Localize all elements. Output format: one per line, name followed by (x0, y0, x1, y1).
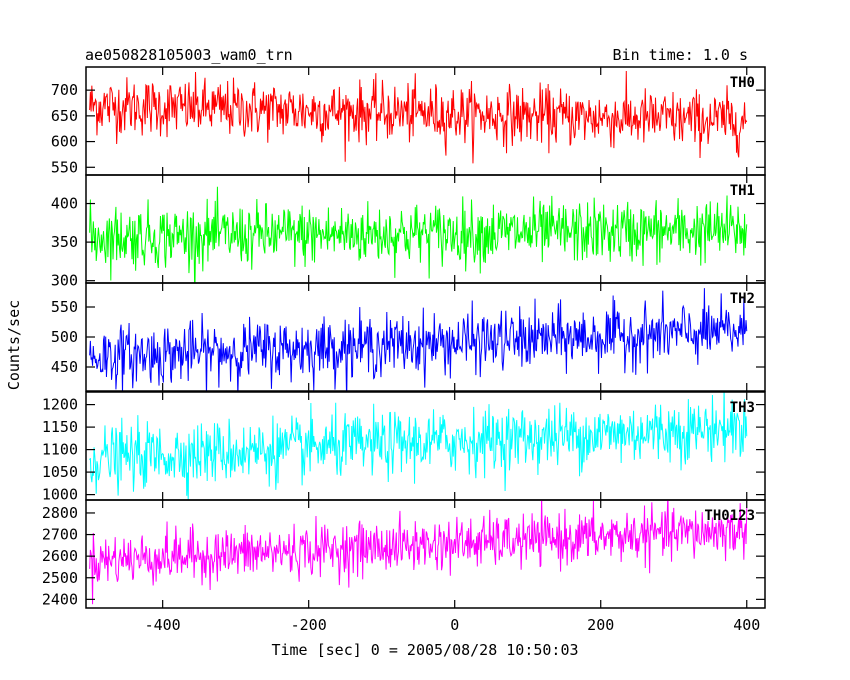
panel-th0123: 2400 2500 2600 2700 2800 TH0123 (42, 499, 766, 609)
chart-title-left: ae050828105003_wam0_trn (85, 46, 293, 64)
x-axis: -400 -200 0 200 400 (145, 616, 761, 634)
y-tick-label: 1050 (42, 463, 78, 481)
y-tick-label: 2600 (42, 547, 78, 565)
y-tick-label: 700 (51, 81, 78, 99)
y-tick-label: 550 (51, 158, 78, 176)
series-line-th0123 (89, 500, 748, 605)
y-tick-label: 1000 (42, 486, 78, 504)
series-line-th1 (89, 186, 748, 283)
y-tick-label: 1200 (42, 396, 78, 414)
y-tick-label: 2400 (42, 590, 78, 608)
y-tick-label: 450 (51, 358, 78, 376)
y-tick-label: 650 (51, 107, 78, 125)
x-tick-label: 200 (587, 616, 614, 634)
y-tick-label: 500 (51, 328, 78, 346)
panels-group: 550 600 650 700 TH0 300 350 400 TH1 450 500 550 TH2 1… (42, 66, 766, 609)
panel-label-th0123: TH0123 (704, 508, 755, 524)
y-tick-label: 2700 (42, 526, 78, 544)
panel-th3: 1000 1050 1100 1150 1200 TH3 (42, 391, 766, 504)
y-tick-label: 300 (51, 272, 78, 290)
y-tick-label: 350 (51, 233, 78, 251)
panel-th0: 550 600 650 700 TH0 (51, 66, 766, 176)
panel-frame (85, 499, 766, 609)
series-line-th0 (89, 71, 748, 164)
x-tick-label: 400 (733, 616, 760, 634)
panel-label-th0: TH0 (730, 75, 755, 91)
panel-label-th3: TH3 (730, 400, 755, 416)
y-tick-label: 1100 (42, 441, 78, 459)
panel-label-th2: TH2 (730, 291, 755, 307)
panel-th1: 300 350 400 TH1 (51, 174, 766, 290)
x-tick-label: 0 (450, 616, 459, 634)
y-axis-label: Counts/sec (5, 300, 23, 390)
y-tick-label: 2500 (42, 569, 78, 587)
x-tick-label: -400 (145, 616, 181, 634)
series-line-th2 (89, 288, 748, 391)
panel-label-th1: TH1 (730, 183, 755, 199)
y-tick-label: 2800 (42, 504, 78, 522)
y-tick-label: 400 (51, 195, 78, 213)
chart-title-right: Bin time: 1.0 s (613, 46, 748, 64)
x-axis-label: Time [sec] 0 = 2005/08/28 10:50:03 (271, 641, 578, 659)
y-tick-label: 600 (51, 133, 78, 151)
y-tick-label: 1150 (42, 418, 78, 436)
series-line-th3 (89, 392, 748, 500)
y-tick-label: 550 (51, 298, 78, 316)
panel-th2: 450 500 550 TH2 (51, 282, 766, 392)
x-tick-label: -200 (291, 616, 327, 634)
